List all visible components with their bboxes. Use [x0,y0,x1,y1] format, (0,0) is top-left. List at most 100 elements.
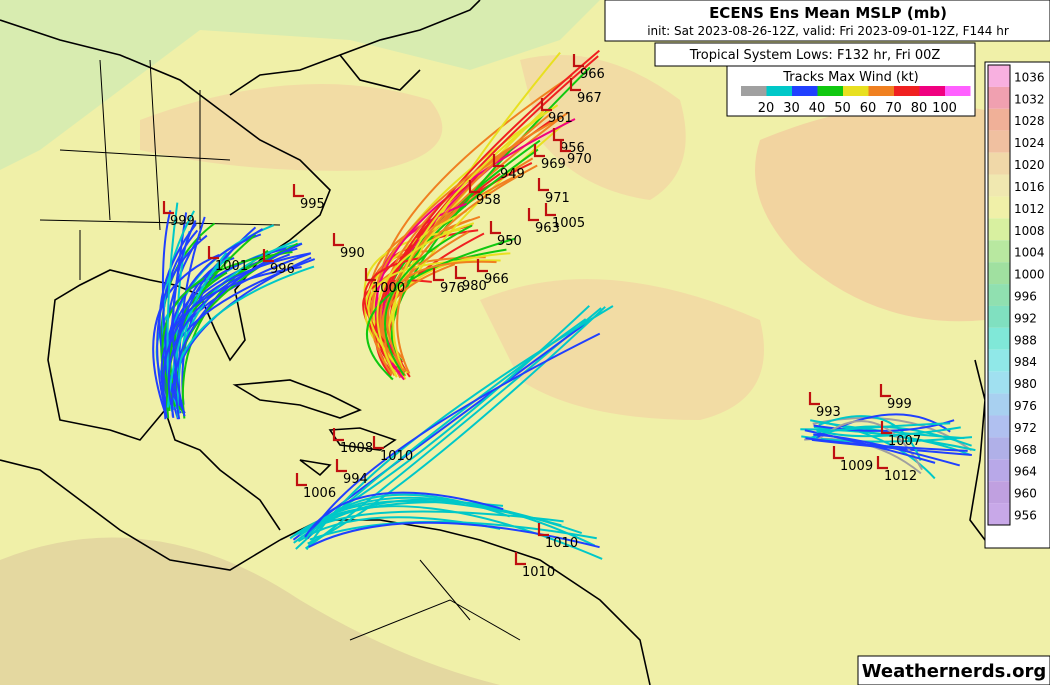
scale-label: 1016 [1014,180,1045,194]
low-label: 969 [541,157,566,172]
scale-label: 960 [1014,487,1037,501]
low-marker [432,268,444,282]
subtitle: init: Sat 2023-08-26-12Z, valid: Fri 202… [647,24,1009,38]
scale-swatch [988,371,1010,394]
low-marker [527,208,539,222]
track [376,222,475,378]
low-label: 976 [440,281,465,296]
low-label: 993 [816,405,841,420]
low-label: 1007 [888,434,921,449]
wind-label: 70 [885,101,902,116]
scale-swatch [988,349,1010,372]
low-marker [569,78,581,92]
track [390,66,591,362]
track [162,252,312,418]
low-label: 995 [300,197,325,212]
scale-swatch [988,327,1010,350]
scale-swatch [988,130,1010,153]
low-label: 961 [548,111,573,126]
low-marker [537,523,549,537]
low-marker [262,249,274,263]
wind-swatch [919,86,945,96]
scale-label: 996 [1014,289,1037,303]
track [813,433,961,467]
low-marker [572,54,584,68]
wind-swatch [817,86,843,96]
track [152,254,220,413]
track [304,491,504,538]
track [367,259,501,367]
title-box [604,0,1050,42]
scale-swatch [988,65,1010,87]
pressure-scale: 1036 1032 1028 1024 1020 1016 1012 1008 1004 1000… [987,64,1045,526]
low-label: 999 [170,214,195,229]
track [174,228,264,420]
border [349,559,521,641]
low-label: 967 [577,91,602,106]
low-label: 1008 [340,441,373,456]
pressure-shading [0,0,985,685]
wind-legend: 20 30 40 50 60 70 80 100 [741,86,971,116]
wind-swatch [792,86,818,96]
scale-label: 964 [1014,465,1037,479]
low-label: 1001 [215,259,248,274]
scale-swatch [988,459,1010,482]
track [816,426,961,438]
shade-high [480,279,764,420]
scale-swatch [988,415,1010,438]
low-marker [533,144,545,158]
low-label: 1006 [303,486,336,501]
track [370,116,562,376]
low-label: 966 [484,272,509,287]
track [801,435,973,443]
low-marker [559,139,571,153]
low-label: 1010 [522,565,555,580]
credit-box [857,655,1050,686]
low-marker [489,221,501,235]
island [328,427,397,451]
low-marker [537,178,549,192]
scale-label: 1012 [1014,202,1045,216]
scale-swatch [988,503,1010,525]
low-marker [876,456,888,470]
coastline [229,0,481,96]
scale-label: 1000 [1014,268,1045,282]
low-label: 999 [887,397,912,412]
low-label: 990 [340,246,365,261]
island [232,379,362,419]
track [805,437,968,452]
low-marker [514,552,526,566]
low-label: 1010 [380,449,413,464]
low-marker [295,473,307,487]
scale-swatch [988,393,1010,416]
scale-label: 956 [1014,509,1037,523]
track [172,219,197,417]
track [160,266,302,409]
low-marker [476,259,488,273]
track [181,249,269,419]
wind-label: 30 [783,101,800,116]
scale-label: 1032 [1014,92,1045,106]
scale-swatch [988,481,1010,504]
low-marker [468,180,480,194]
scale-swatch [988,305,1010,328]
low-marker [332,428,344,442]
scale-swatch [988,218,1010,241]
low-marker [544,203,556,217]
track [384,112,552,365]
scale-frame [987,64,1011,526]
scale-label: 984 [1014,355,1037,369]
scale-swatch [988,196,1010,219]
low-label: 1005 [552,216,585,231]
wind-label: 20 [758,101,775,116]
low-label: 958 [476,193,501,208]
scale-label: 1008 [1014,224,1045,238]
low-marker [879,384,891,398]
coastline [279,519,651,686]
scale-swatch [988,240,1010,263]
coastline [339,54,421,91]
track [384,224,473,377]
low-label: 1000 [372,281,405,296]
low-label: 966 [580,67,605,82]
